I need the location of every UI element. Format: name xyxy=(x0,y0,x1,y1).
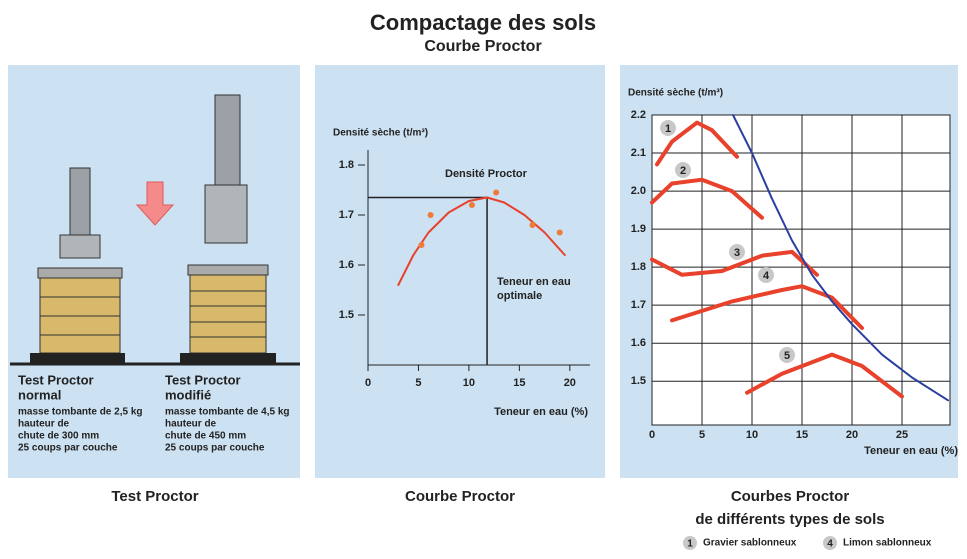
spec: chute de 300 mm xyxy=(18,431,99,442)
spec: masse tombante de 4,5 kg xyxy=(165,407,290,418)
point xyxy=(427,212,434,218)
caption: Courbes Proctor xyxy=(731,488,850,505)
y-tick-label: 2.0 xyxy=(631,185,646,197)
curve xyxy=(670,284,864,330)
apparatus xyxy=(10,94,300,366)
badge xyxy=(758,267,774,283)
legend-label: Limon sablonneux xyxy=(843,538,932,549)
spec: 25 coups par couche xyxy=(165,443,265,454)
legend-label: Gravier sablonneux xyxy=(703,538,797,549)
x-tick-label: 0 xyxy=(365,377,371,389)
badge xyxy=(779,347,795,363)
spec: hauteur de xyxy=(165,419,217,430)
x-tick-label: 5 xyxy=(699,429,705,441)
curve xyxy=(650,249,819,277)
badge xyxy=(675,162,691,178)
badge-label: 1 xyxy=(665,123,671,135)
curve xyxy=(732,114,949,402)
annotation: Densité Proctor xyxy=(445,168,528,180)
caption: de différents types de sols xyxy=(695,511,884,528)
y-tick-label: 1.8 xyxy=(631,261,646,273)
point xyxy=(556,229,563,236)
plot-area xyxy=(652,115,950,425)
y-tick-label: 1.7 xyxy=(339,209,354,221)
point xyxy=(493,189,500,196)
point xyxy=(468,202,475,208)
legend-badge-label: 4 xyxy=(827,539,833,550)
point xyxy=(418,242,425,248)
caption: Courbe Proctor xyxy=(405,488,515,505)
x-tick-label: 10 xyxy=(746,429,758,441)
annotation: Teneur en eau xyxy=(497,276,571,288)
plot-border xyxy=(651,114,951,426)
panel xyxy=(315,65,605,478)
y-tick-label: 1.8 xyxy=(339,159,354,171)
x-tick-label: 25 xyxy=(896,429,908,441)
annotation: optimale xyxy=(497,290,542,302)
badge-label: 5 xyxy=(784,350,790,362)
legend-badge-label: 1 xyxy=(687,539,693,550)
legend-badge xyxy=(683,536,697,550)
y-tick-label: 2.1 xyxy=(631,147,646,159)
spec: chute de 450 mm xyxy=(165,431,246,442)
curve xyxy=(650,177,764,220)
x-tick-label: 20 xyxy=(564,377,576,389)
spec: masse tombante de 2,5 kg xyxy=(18,407,143,418)
heading: Test Proctor xyxy=(18,372,94,387)
x-tick-label: 15 xyxy=(513,377,525,389)
title: Compactage des sols xyxy=(370,10,596,35)
heading: normal xyxy=(18,387,61,402)
badge-label: 2 xyxy=(680,165,686,177)
y-axis-label: Densité sèche (t/m³) xyxy=(628,88,723,99)
badge xyxy=(729,244,745,260)
caption: Test Proctor xyxy=(111,488,198,505)
point xyxy=(529,222,536,228)
curve xyxy=(745,352,904,399)
heading: modifié xyxy=(165,387,211,402)
spec: hauteur de xyxy=(18,419,70,430)
badge-label: 3 xyxy=(734,247,740,259)
y-tick-label: 1.7 xyxy=(631,299,646,311)
y-tick-label: 1.6 xyxy=(631,337,646,349)
curve xyxy=(655,120,739,167)
x-tick-label: 10 xyxy=(463,377,475,389)
subtitle: Courbe Proctor xyxy=(424,38,541,55)
x-axis-label: Teneur en eau (%) xyxy=(494,406,588,418)
y-axis-label: Densité sèche (t/m³) xyxy=(333,128,428,139)
badge-label: 4 xyxy=(763,270,770,282)
badge xyxy=(660,120,676,136)
y-tick-label: 2.2 xyxy=(631,109,646,121)
spec: 25 coups par couche xyxy=(18,443,118,454)
x-tick-label: 20 xyxy=(846,429,858,441)
x-tick-label: 15 xyxy=(796,429,808,441)
heading: Test Proctor xyxy=(165,372,241,387)
x-tick-label: 5 xyxy=(415,377,421,389)
y-tick-label: 1.6 xyxy=(339,259,354,271)
x-axis-label: Teneur en eau (%) xyxy=(864,445,958,457)
legend-badge xyxy=(823,536,837,550)
y-tick-label: 1.5 xyxy=(631,375,646,387)
y-tick-label: 1.9 xyxy=(631,223,646,235)
x-tick-label: 0 xyxy=(649,429,655,441)
y-tick-label: 1.5 xyxy=(339,309,354,321)
